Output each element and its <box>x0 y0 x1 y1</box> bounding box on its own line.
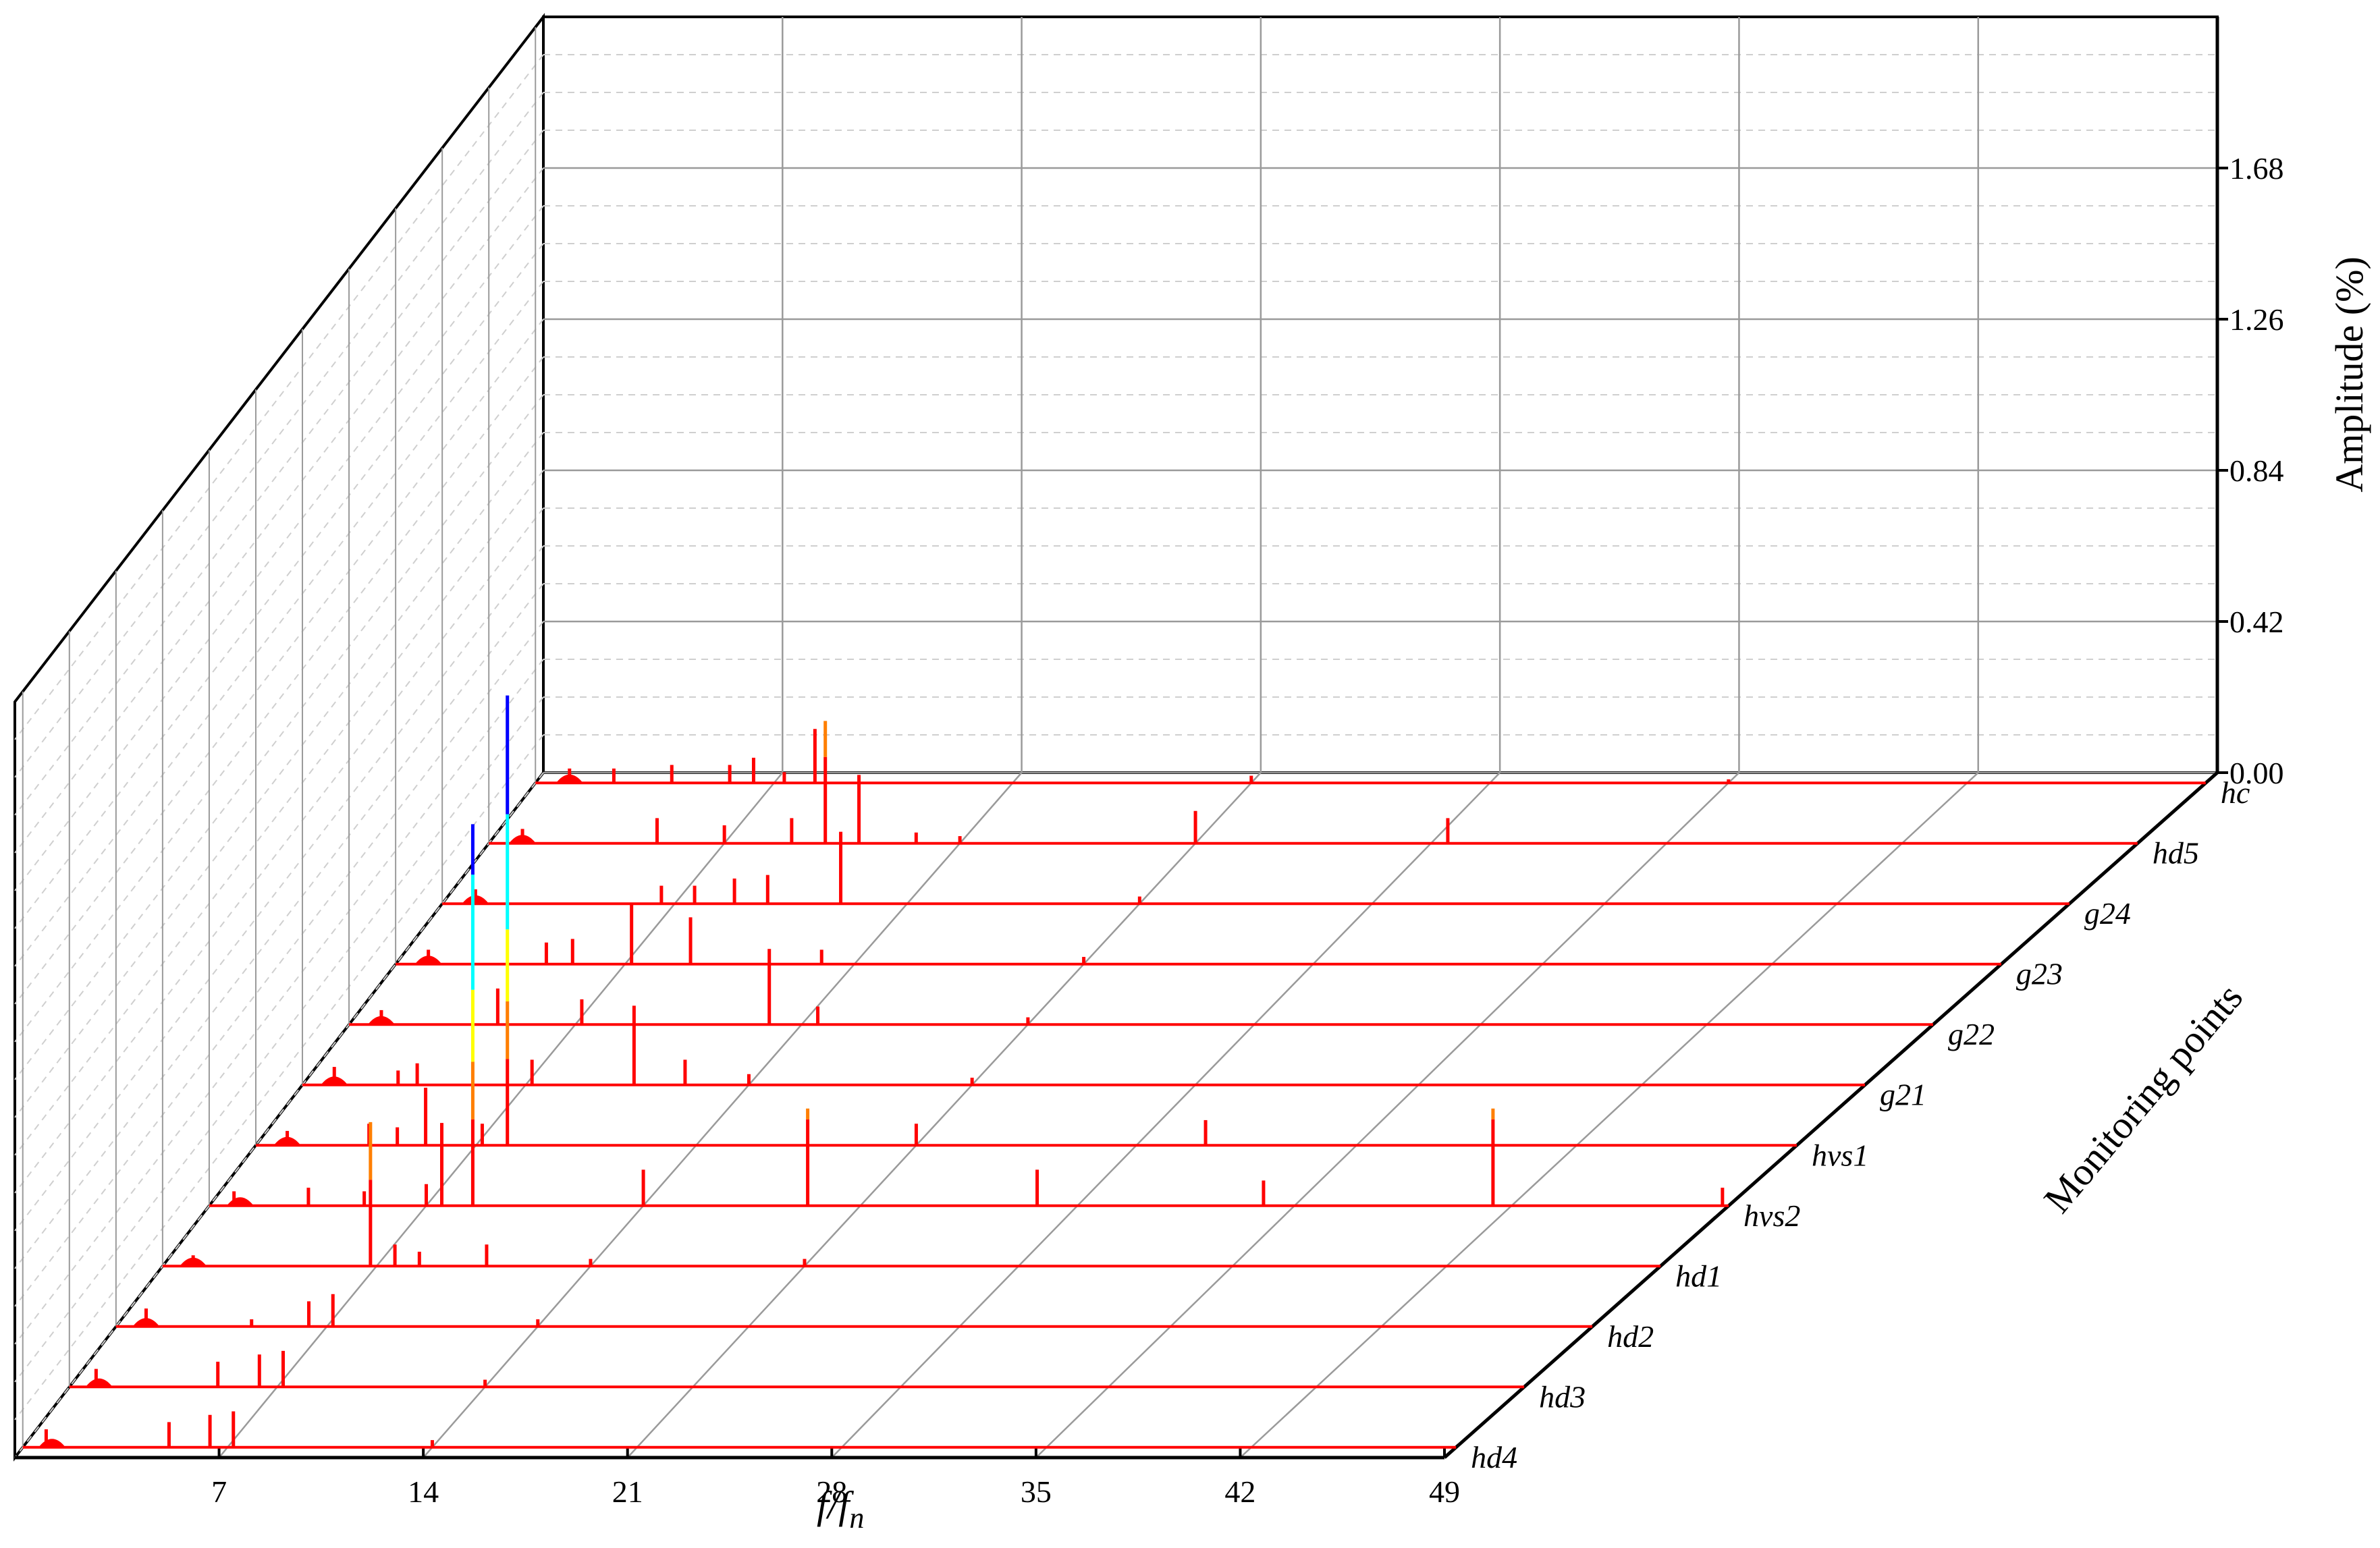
floor-gridline <box>1035 772 1740 1458</box>
x-tick-label: 42 <box>1224 1474 1255 1509</box>
side-wall-gridline <box>14 545 544 1232</box>
z-tick-label: hc <box>2221 775 2250 810</box>
x-tick-label: 35 <box>1021 1474 1052 1509</box>
floor-gridline <box>831 772 1501 1458</box>
z-tick-label: hd1 <box>1675 1259 1722 1293</box>
chart-walls <box>13 13 2219 1462</box>
chart-grid <box>14 17 2217 1458</box>
series-hc: hc <box>535 729 2250 810</box>
side-wall-gridline <box>14 243 544 929</box>
series-g22: g22 <box>349 949 1995 1051</box>
x-tick-label: 14 <box>408 1474 439 1509</box>
floor-gridline <box>626 772 1262 1458</box>
series-g21: g21 <box>302 1005 1926 1112</box>
z-tick-label: hvs1 <box>1812 1138 1868 1172</box>
z-tick-label: hd4 <box>1471 1440 1517 1474</box>
series-group: hc hd5 g24 g23 g22 g21 hvs1 hvs2 hd1 hd2 hd3 hd4 <box>22 695 2250 1474</box>
z-tick-label: hd2 <box>1607 1319 1654 1354</box>
series-g23: g23 <box>396 903 2063 991</box>
z-axis-label: Monitoring points <box>2035 976 2251 1221</box>
z-tick-label: hvs2 <box>1743 1198 1800 1233</box>
side-wall-gridline <box>14 205 544 891</box>
z-tick-label: g22 <box>1948 1017 1995 1051</box>
z-tick-label: g24 <box>2084 896 2131 931</box>
x-tick-label: 7 <box>211 1474 227 1509</box>
side-wall-gridline <box>14 92 544 778</box>
chart-axes: 7 14 21 28 35 42 49 0.00 0.42 0.84 1.26 1.68 <box>15 17 2284 1509</box>
side-wall-gridline <box>14 356 544 1043</box>
side-wall-gridline <box>14 167 544 854</box>
series-low-freq-bump <box>227 1197 254 1207</box>
x-axis-label: f/fn <box>817 1483 864 1535</box>
z-tick-label: g23 <box>2016 957 2063 991</box>
z-tick-label: g21 <box>1880 1078 1926 1112</box>
z-axis-line <box>1443 771 2219 1459</box>
side-wall-gridline <box>14 130 544 816</box>
x-tick-label: 28 <box>816 1474 847 1509</box>
series-hvs1: hvs1 <box>255 695 1868 1172</box>
x-tick-label: 49 <box>1429 1474 1460 1509</box>
series-hd2: hd2 <box>115 1294 1654 1354</box>
series-hvs2: hvs2 <box>209 824 1800 1233</box>
side-wall-gridline <box>14 696 544 1383</box>
side-wall-gridline <box>14 281 544 967</box>
series-low-freq-bump <box>86 1378 112 1388</box>
series-hd1: hd1 <box>162 1122 1722 1293</box>
series-g24: g24 <box>442 831 2131 931</box>
series-hd5: hd5 <box>489 721 2199 870</box>
side-wall-gridline <box>14 772 544 1458</box>
side-wall-gridline <box>14 621 544 1307</box>
floor-gridline <box>218 772 784 1458</box>
x-axis-label-subscript: n <box>849 1501 864 1535</box>
side-wall-gridline <box>14 470 544 1156</box>
y-axis-label: Amplitude (%) <box>2327 256 2371 493</box>
side-wall-gridline <box>14 734 544 1420</box>
side-wall-gridline <box>14 659 544 1345</box>
side-wall-gridline <box>14 432 544 1118</box>
z-tick-label: hd3 <box>1539 1379 1586 1414</box>
side-wall-gridline <box>14 507 544 1194</box>
y-tick-label: 0.00 <box>2229 756 2284 790</box>
y-tick-label: 1.68 <box>2229 151 2284 186</box>
series-hd4: hd4 <box>22 1411 1517 1474</box>
z-tick-label: hd5 <box>2153 836 2199 870</box>
side-wall-gridline <box>14 54 544 740</box>
series-low-freq-bump <box>38 1439 65 1448</box>
side-wall-gridline <box>14 394 544 1080</box>
y-tick-label: 0.84 <box>2229 453 2284 488</box>
side-wall-gridline <box>14 583 544 1269</box>
y-tick-label: 0.42 <box>2229 605 2284 639</box>
floor-gridline <box>1239 772 1979 1458</box>
y-tick-label: 1.26 <box>2229 302 2284 337</box>
series-hd3: hd3 <box>69 1350 1586 1414</box>
side-wall-gridline <box>14 319 544 1005</box>
x-tick-label: 21 <box>612 1474 643 1509</box>
floor-gridline <box>423 772 1023 1458</box>
chart-labels: f/fn Amplitude (%) Monitoring points <box>817 256 2371 1535</box>
